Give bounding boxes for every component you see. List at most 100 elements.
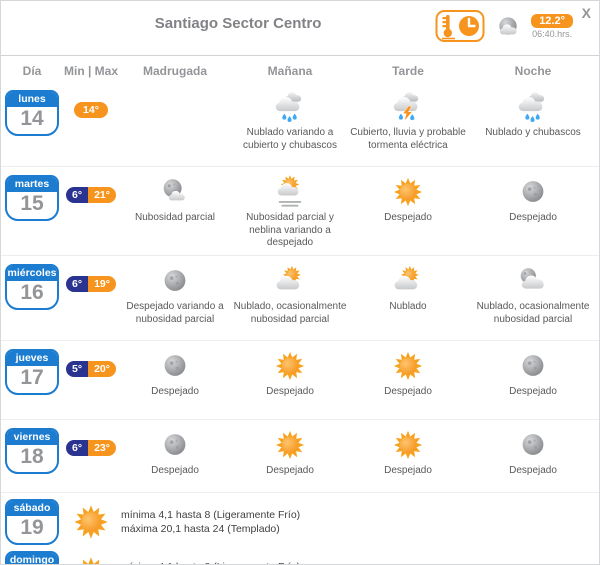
observation-time: 06:40.hrs. bbox=[532, 28, 573, 39]
day-name: miércoles bbox=[7, 266, 57, 281]
current-weather-cloud-icon bbox=[495, 13, 521, 39]
period-cell-3: Despejado bbox=[467, 349, 599, 399]
period-caption: Despejado bbox=[266, 465, 314, 476]
period-cell-1: Despejado bbox=[231, 428, 349, 478]
day-cell: domingo 20 bbox=[1, 551, 63, 564]
period-caption: Despejado bbox=[384, 386, 432, 397]
day-number: 15 bbox=[20, 192, 44, 215]
moon-icon bbox=[164, 270, 186, 291]
period-caption: Nubosidad parcial y neblina variando a d… bbox=[246, 212, 334, 248]
minmax-cell: 6° 23° bbox=[63, 440, 119, 456]
period-caption: Despejado bbox=[509, 465, 557, 476]
day-badge: viernes 18 bbox=[5, 428, 59, 474]
max-temp: 21° bbox=[88, 187, 116, 203]
min-temp: 6° bbox=[66, 187, 89, 203]
day-name: lunes bbox=[7, 92, 57, 107]
moon-icon bbox=[522, 355, 544, 376]
day-name: martes bbox=[7, 177, 57, 192]
min-temp: 6° bbox=[66, 276, 89, 292]
column-header-0: Día bbox=[22, 64, 42, 78]
max-temp: 14° bbox=[74, 102, 108, 118]
rain-icon bbox=[275, 92, 302, 123]
close-button[interactable]: X bbox=[581, 5, 591, 21]
day-badge: jueves 17 bbox=[5, 349, 59, 395]
minmax-cell: 14° bbox=[63, 102, 119, 118]
sun-icon bbox=[82, 557, 100, 564]
period-caption: Nublado variando a cubierto y chubascos bbox=[243, 127, 337, 151]
period-caption: Despejado bbox=[266, 386, 314, 397]
period-caption: Despejado bbox=[509, 212, 557, 223]
sun-icon bbox=[393, 430, 423, 460]
day-cell: lunes 14 bbox=[1, 90, 63, 136]
period-cell-2: Despejado bbox=[349, 175, 467, 225]
current-temp-badge: 12.2° bbox=[531, 13, 573, 28]
period-cell-3: Despejado bbox=[467, 175, 599, 225]
max-temp: 23° bbox=[88, 440, 116, 456]
day-badge: sábado 19 bbox=[5, 499, 59, 545]
sun-icon bbox=[275, 430, 305, 460]
column-header-4: Tarde bbox=[392, 64, 424, 78]
summary-text: mínima 4,1 hasta 8 (Ligeramente Frío)máx… bbox=[119, 560, 599, 564]
summary-row-sábado: sábado 19 mínima 4,1 hasta 8 (Ligerament… bbox=[1, 493, 599, 545]
forecast-table: lunes 14 14° Nublado variando a cubierto… bbox=[1, 82, 599, 564]
summary-row-domingo: domingo 20 mínima 4,1 hasta 8 (Ligeramen… bbox=[1, 545, 599, 564]
day-badge: miércoles 16 bbox=[5, 264, 59, 310]
moon-icon bbox=[164, 434, 186, 455]
max-temp: 20° bbox=[88, 361, 116, 377]
day-name: domingo bbox=[7, 553, 57, 564]
column-header-2: Madrugada bbox=[142, 64, 207, 78]
period-caption: Cubierto, lluvia y probable tormenta elé… bbox=[350, 127, 466, 151]
period-cell-0: Despejado bbox=[119, 428, 231, 478]
day-cell: jueves 17 bbox=[1, 349, 63, 395]
day-number: 19 bbox=[20, 516, 44, 539]
day-name: viernes bbox=[7, 430, 57, 445]
forecast-row-viernes: viernes 18 6° 23° Despejado Despejado Desp… bbox=[1, 420, 599, 493]
day-name: sábado bbox=[7, 501, 57, 516]
period-caption: Despejado bbox=[151, 465, 199, 476]
moon-icon bbox=[522, 434, 544, 455]
forecast-row-martes: martes 15 6° 21° Nubosidad parcial Nubos… bbox=[1, 167, 599, 256]
period-cell-2: Cubierto, lluvia y probable tormenta elé… bbox=[349, 90, 467, 152]
sun-icon bbox=[275, 351, 305, 381]
sun-icon bbox=[393, 177, 423, 207]
minmax-badge: 14° bbox=[74, 102, 108, 118]
sun-icon bbox=[393, 351, 423, 381]
day-number: 16 bbox=[20, 281, 44, 304]
dialog-header: Santiago Sector Centro bbox=[1, 1, 599, 56]
period-caption: Despejado bbox=[384, 465, 432, 476]
period-caption: Despejado bbox=[384, 212, 432, 223]
period-cell-2: Despejado bbox=[349, 349, 467, 399]
day-badge: martes 15 bbox=[5, 175, 59, 221]
period-caption: Despejado bbox=[151, 386, 199, 397]
min-temp: 6° bbox=[66, 440, 89, 456]
period-cell-1: Nublado variando a cubierto y chubascos bbox=[231, 90, 349, 152]
day-cell: miércoles 16 bbox=[1, 264, 63, 310]
period-caption: Nublado, ocasionalmente nubosidad parcia… bbox=[476, 301, 590, 325]
current-temp-block: 12.2° 06:40.hrs. bbox=[531, 13, 573, 39]
day-cell: martes 15 bbox=[1, 175, 63, 221]
period-cell-3: Nublado y chubascos bbox=[467, 90, 599, 140]
location-title: Santiago Sector Centro bbox=[154, 15, 322, 32]
period-caption: Nublado bbox=[389, 301, 427, 312]
period-cell-2: Despejado bbox=[349, 428, 467, 478]
column-header-row: Día Min | Max Madrugada Mañana Tarde Noche bbox=[1, 56, 599, 82]
moon-cloud-icon bbox=[163, 179, 185, 201]
day-badge: domingo 20 bbox=[5, 551, 59, 564]
max-temp: 19° bbox=[88, 276, 116, 292]
day-number: 14 bbox=[20, 107, 44, 130]
column-header-5: Noche bbox=[514, 64, 552, 78]
period-caption: Nubosidad parcial bbox=[134, 212, 216, 223]
rain-icon bbox=[518, 92, 545, 123]
forecast-row-jueves: jueves 17 5° 20° Despejado Despejado Despe… bbox=[1, 341, 599, 420]
thermometer-clock-icon[interactable] bbox=[435, 9, 485, 43]
period-cell-2: Nublado bbox=[349, 264, 467, 314]
cloud-moon-icon bbox=[520, 268, 544, 289]
sun-icon bbox=[74, 505, 108, 539]
storm-icon bbox=[393, 92, 419, 122]
period-cell-3: Despejado bbox=[467, 428, 599, 478]
sun-cloud-icon bbox=[394, 265, 419, 290]
period-cell-3: Nublado, ocasionalmente nubosidad parcia… bbox=[467, 264, 599, 326]
period-cell-0: Despejado variando a nubosidad parcial bbox=[119, 264, 231, 326]
period-caption: Despejado bbox=[509, 386, 557, 397]
